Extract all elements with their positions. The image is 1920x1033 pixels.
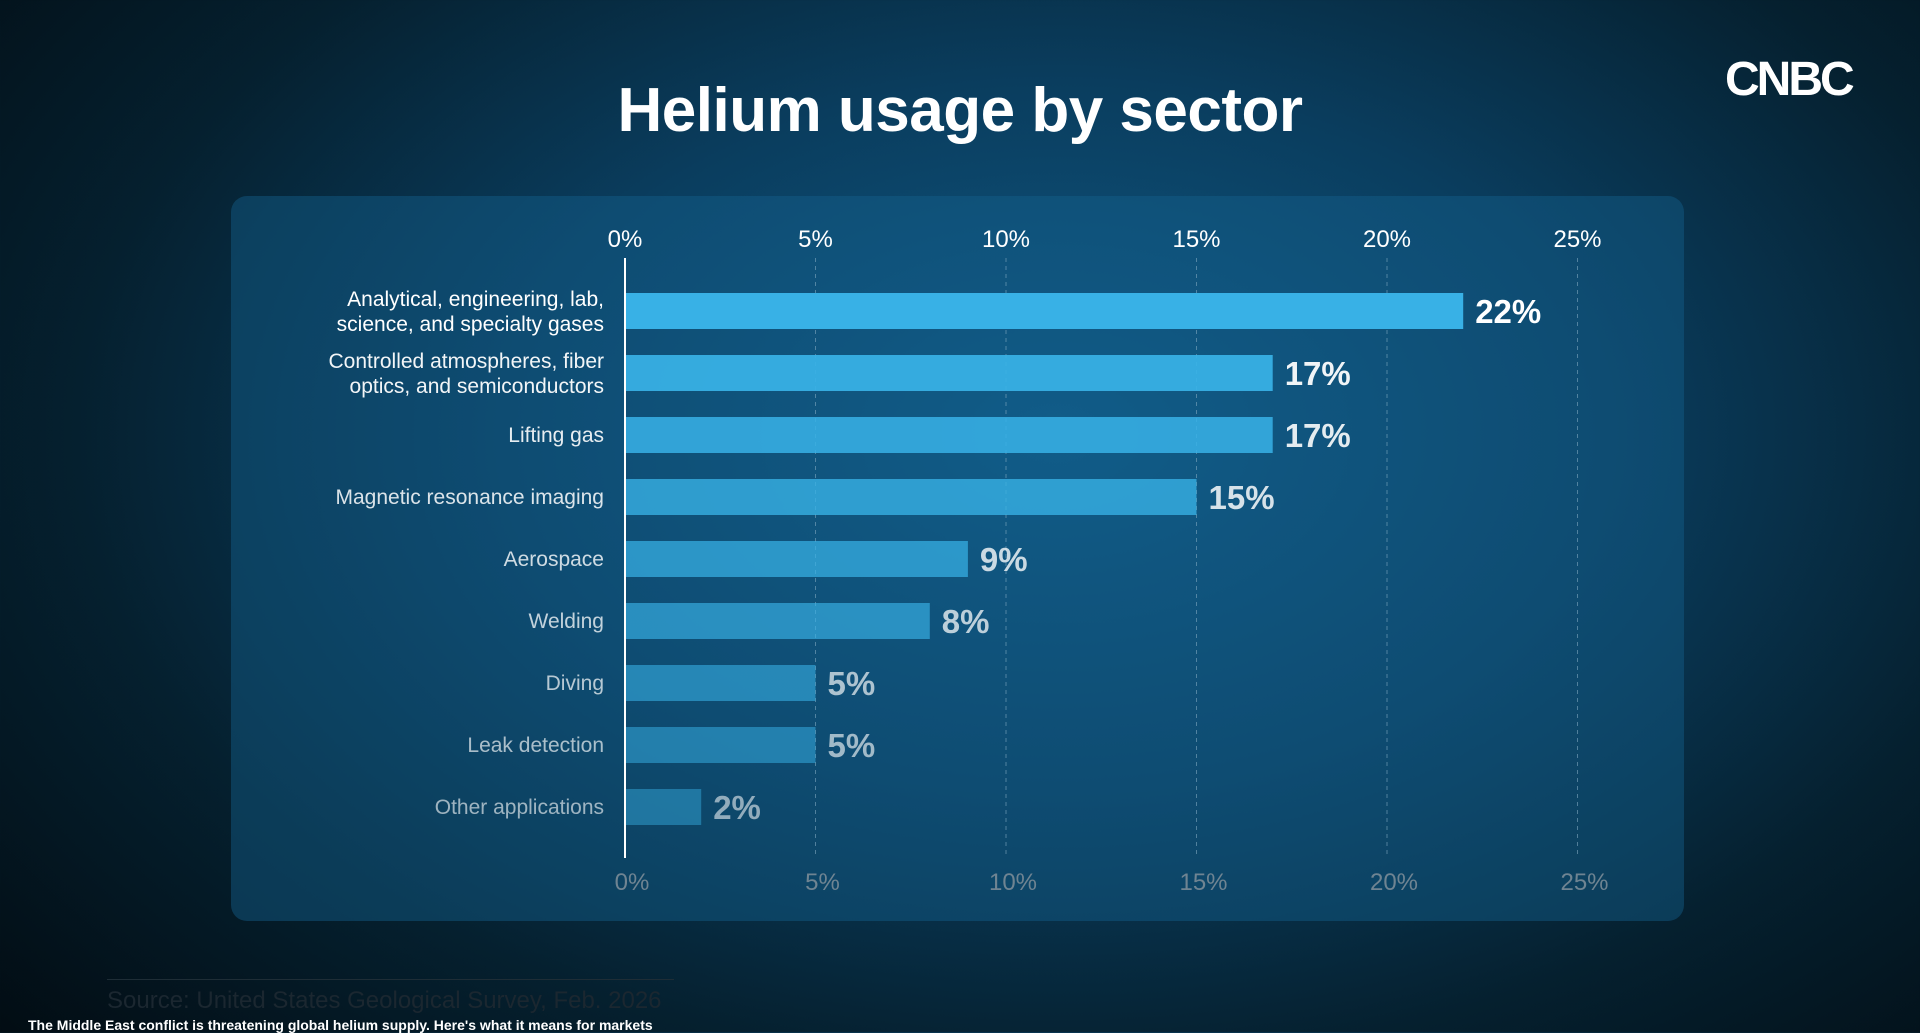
source-note: Source: United States Geological Survey,… <box>107 987 662 1014</box>
value-label: 9% <box>980 541 1028 578</box>
x-tick-label-top: 10% <box>982 226 1030 253</box>
bar <box>625 727 816 763</box>
bar <box>625 479 1197 515</box>
value-label: 5% <box>828 727 876 764</box>
category-label: Diving <box>546 672 604 695</box>
x-tick-label-top: 25% <box>1553 226 1601 253</box>
category-label: Lifting gas <box>508 424 604 447</box>
value-label: 22% <box>1475 293 1541 330</box>
bar <box>625 355 1273 391</box>
x-tick-label-bottom: 10% <box>989 869 1037 896</box>
value-label: 2% <box>713 789 761 826</box>
x-tick-label-bottom: 25% <box>1560 869 1608 896</box>
x-tick-label-top: 0% <box>608 226 643 253</box>
bar <box>625 789 702 825</box>
bar <box>625 603 930 639</box>
x-tick-label-top: 15% <box>1172 226 1220 253</box>
category-label: Other applications <box>435 796 604 819</box>
value-label: 8% <box>942 603 990 640</box>
x-tick-label-bottom: 20% <box>1370 869 1418 896</box>
category-label: Controlled atmospheres, fiber optics, and… <box>329 350 604 398</box>
category-label: Welding <box>529 610 605 633</box>
category-label: Magnetic resonance imaging <box>336 486 605 509</box>
x-tick-label-top: 20% <box>1363 226 1411 253</box>
value-label: 15% <box>1209 479 1275 516</box>
x-tick-label-bottom: 15% <box>1179 869 1227 896</box>
x-tick-label-top: 5% <box>798 226 833 253</box>
cnbc-logo: CNBC <box>1725 53 1855 106</box>
category-label: Aerospace <box>504 548 604 571</box>
category-label: Analytical, engineering, lab, science, an… <box>337 288 604 336</box>
value-label: 17% <box>1285 355 1351 392</box>
x-tick-label-bottom: 0% <box>615 869 650 896</box>
value-label: 17% <box>1285 417 1351 454</box>
bar <box>625 417 1273 453</box>
source-divider <box>107 979 674 980</box>
bar <box>625 665 816 701</box>
category-label: Leak detection <box>467 734 604 757</box>
chart-title: Helium usage by sector <box>617 76 1303 145</box>
x-tick-label-bottom: 5% <box>805 869 840 896</box>
article-headline: The Middle East conflict is threatening … <box>28 1017 653 1033</box>
bar <box>625 293 1464 329</box>
bar <box>625 541 968 577</box>
value-label: 5% <box>828 665 876 702</box>
